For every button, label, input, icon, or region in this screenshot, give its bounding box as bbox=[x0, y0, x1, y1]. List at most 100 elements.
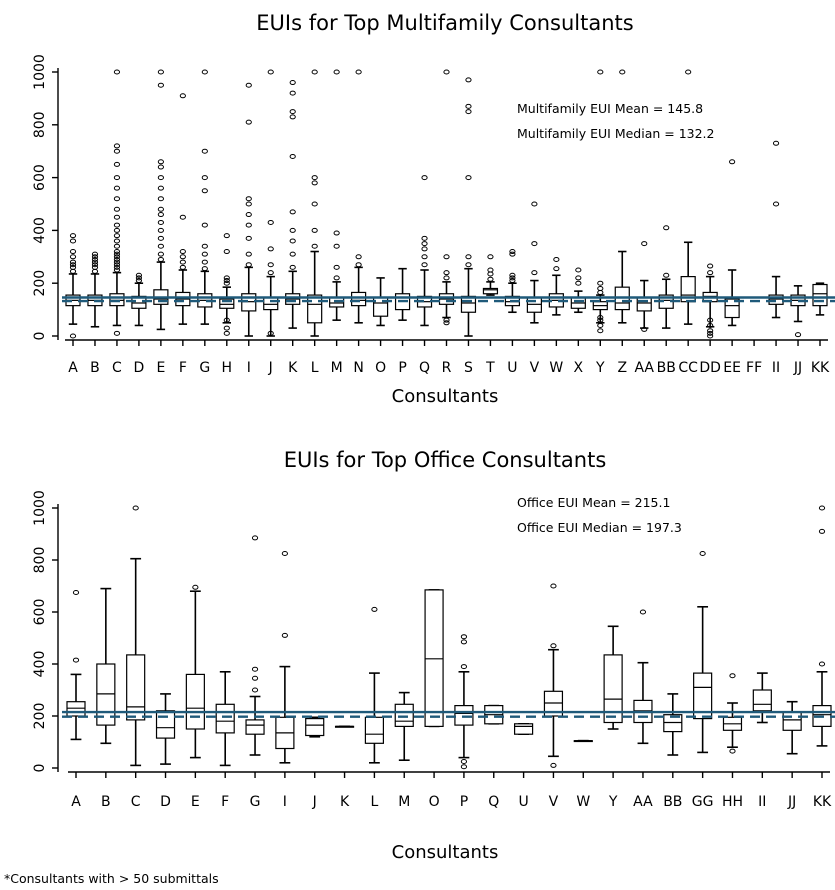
iqr-box bbox=[460, 295, 477, 313]
outlier-point bbox=[550, 762, 557, 768]
box-F bbox=[175, 93, 191, 325]
outlier-point bbox=[223, 233, 230, 239]
outlier-point bbox=[179, 214, 186, 220]
outlier-point bbox=[245, 235, 252, 241]
box-KK bbox=[812, 505, 832, 747]
outlier-point bbox=[113, 206, 121, 212]
outlier-point bbox=[421, 235, 428, 241]
x-tick-label: HH bbox=[722, 794, 743, 810]
x-tick-label: KK bbox=[813, 794, 832, 810]
box-X bbox=[570, 267, 586, 314]
outlier-point bbox=[509, 275, 516, 281]
y-tick-label: 0 bbox=[32, 332, 48, 341]
box-CC bbox=[680, 69, 696, 325]
outlier-point bbox=[91, 256, 99, 262]
outlier-point bbox=[707, 330, 714, 336]
outlier-point bbox=[157, 227, 164, 233]
outlier-point bbox=[509, 251, 516, 257]
box-AA bbox=[633, 609, 653, 745]
iqr-box bbox=[329, 297, 345, 308]
outlier-point bbox=[311, 175, 318, 181]
outlier-point bbox=[251, 535, 259, 541]
outlier-point bbox=[157, 69, 164, 75]
x-tick-label: II bbox=[772, 360, 780, 376]
outlier-point bbox=[223, 330, 230, 336]
outlier-point bbox=[245, 119, 252, 125]
outlier-point bbox=[245, 262, 252, 268]
outlier-point bbox=[487, 271, 494, 277]
chart-2-plot: 0 200 400 600 800 1000 A B C D E F G I J K L M O P Q U V W Y AA BB… bbox=[32, 490, 835, 810]
box-V bbox=[543, 583, 564, 768]
outlier-point bbox=[550, 583, 557, 589]
x-tick-label: G bbox=[250, 794, 261, 810]
outlier-point bbox=[113, 249, 121, 255]
x-tick-label: P bbox=[398, 360, 406, 376]
x-tick-label: M bbox=[398, 794, 410, 810]
chart-2-median-annotation: Office EUI Median = 197.3 bbox=[517, 520, 682, 535]
outlier-point bbox=[699, 551, 706, 556]
box-M bbox=[329, 69, 345, 321]
x-tick-label: DD bbox=[699, 360, 721, 376]
outlier-point bbox=[333, 264, 340, 270]
outlier-point bbox=[157, 185, 164, 191]
box-N bbox=[351, 69, 367, 324]
box-O bbox=[424, 589, 444, 728]
x-tick-label: II bbox=[758, 794, 766, 810]
outlier-point bbox=[201, 222, 208, 228]
outlier-point bbox=[460, 634, 468, 640]
x-tick-label: H bbox=[222, 360, 233, 376]
iqr-box bbox=[305, 717, 325, 737]
outlier-point bbox=[201, 259, 208, 265]
outlier-point bbox=[91, 254, 99, 260]
outlier-point bbox=[597, 328, 604, 334]
x-tick-label: C bbox=[131, 794, 141, 810]
outlier-point bbox=[443, 320, 450, 326]
outlier-point bbox=[289, 209, 296, 215]
iqr-box bbox=[126, 654, 146, 721]
x-tick-label: L bbox=[311, 360, 319, 376]
x-tick-label: A bbox=[71, 794, 81, 810]
x-tick-label: U bbox=[507, 360, 517, 376]
outlier-point bbox=[818, 505, 826, 511]
outlier-point bbox=[421, 246, 428, 252]
outlier-point bbox=[201, 188, 208, 194]
x-tick-label: E bbox=[191, 794, 200, 810]
outlier-point bbox=[443, 275, 450, 281]
x-tick-label: P bbox=[460, 794, 468, 810]
x-tick-label: Y bbox=[608, 794, 618, 810]
outlier-point bbox=[311, 180, 318, 186]
x-tick-label: JJ bbox=[793, 360, 802, 376]
outlier-point bbox=[113, 243, 121, 249]
x-tick-label: F bbox=[179, 360, 187, 376]
outlier-point bbox=[201, 175, 208, 181]
outlier-point bbox=[421, 241, 428, 247]
box-U bbox=[513, 722, 534, 736]
x-tick-label: D bbox=[134, 360, 145, 376]
x-tick-label: EE bbox=[723, 360, 741, 376]
outlier-point bbox=[69, 264, 77, 270]
outlier-point bbox=[113, 254, 121, 260]
outlier-point bbox=[443, 254, 450, 260]
outlier-point bbox=[729, 748, 736, 754]
outlier-point bbox=[132, 505, 139, 511]
x-tick-label: I bbox=[283, 794, 287, 810]
x-tick-label: B bbox=[101, 794, 111, 810]
box-C bbox=[126, 505, 146, 767]
outlier-point bbox=[267, 330, 274, 336]
outlier-point bbox=[619, 69, 626, 75]
iqr-box bbox=[96, 663, 116, 726]
iqr-box bbox=[307, 294, 323, 324]
x-tick-label: B bbox=[90, 360, 100, 376]
box-H bbox=[219, 233, 235, 336]
outlier-point bbox=[179, 254, 186, 260]
outlier-point bbox=[91, 259, 99, 265]
outlier-point bbox=[465, 109, 472, 115]
outlier-point bbox=[460, 664, 468, 670]
outlier-point bbox=[157, 164, 164, 170]
iqr-box bbox=[693, 672, 713, 720]
box-E bbox=[153, 69, 169, 331]
outlier-point bbox=[355, 254, 362, 260]
outlier-point bbox=[311, 227, 318, 233]
outlier-point bbox=[69, 333, 77, 339]
outlier-point bbox=[639, 609, 647, 615]
